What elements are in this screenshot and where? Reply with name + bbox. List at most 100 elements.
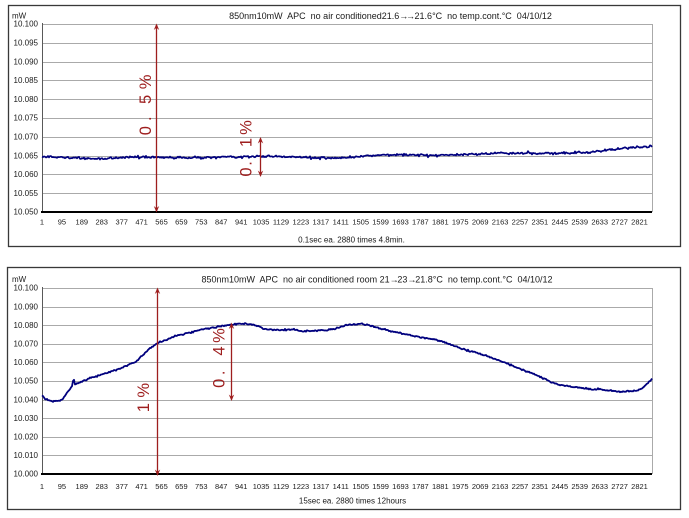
svg-text:10.020: 10.020 bbox=[14, 433, 39, 442]
svg-text:10.090: 10.090 bbox=[14, 302, 39, 311]
svg-text:2633: 2633 bbox=[591, 218, 608, 227]
svg-text:1693: 1693 bbox=[392, 482, 409, 491]
svg-text:%: % bbox=[211, 328, 229, 343]
svg-text:1: 1 bbox=[135, 403, 153, 412]
svg-text:2069: 2069 bbox=[472, 482, 489, 491]
svg-text:283: 283 bbox=[95, 482, 108, 491]
svg-text:2539: 2539 bbox=[571, 482, 588, 491]
svg-text:2633: 2633 bbox=[591, 482, 608, 491]
svg-text:.: . bbox=[211, 371, 229, 376]
svg-text:377: 377 bbox=[115, 218, 128, 227]
svg-text:2351: 2351 bbox=[532, 218, 549, 227]
svg-text:10.075: 10.075 bbox=[14, 114, 39, 123]
svg-text:1975: 1975 bbox=[452, 218, 469, 227]
svg-text:1881: 1881 bbox=[432, 482, 449, 491]
svg-text:1: 1 bbox=[40, 482, 44, 491]
svg-text:1035: 1035 bbox=[253, 218, 270, 227]
svg-text:10.040: 10.040 bbox=[14, 395, 39, 404]
svg-text:1317: 1317 bbox=[312, 482, 329, 491]
svg-text:10.065: 10.065 bbox=[14, 151, 39, 160]
svg-text:2539: 2539 bbox=[571, 218, 588, 227]
svg-text:95: 95 bbox=[58, 218, 66, 227]
svg-text:2727: 2727 bbox=[611, 482, 628, 491]
svg-text:10.060: 10.060 bbox=[14, 170, 39, 179]
svg-text:mW: mW bbox=[12, 12, 27, 21]
svg-text:10.010: 10.010 bbox=[14, 451, 39, 460]
svg-text:659: 659 bbox=[175, 218, 188, 227]
svg-text:mW: mW bbox=[12, 275, 27, 284]
svg-text:10.085: 10.085 bbox=[14, 76, 39, 85]
svg-text:2821: 2821 bbox=[631, 218, 648, 227]
svg-text:1505: 1505 bbox=[352, 218, 369, 227]
svg-text:10.090: 10.090 bbox=[14, 57, 39, 66]
svg-text:753: 753 bbox=[195, 482, 208, 491]
svg-text:1: 1 bbox=[40, 218, 44, 227]
svg-text:1599: 1599 bbox=[372, 482, 389, 491]
svg-text:1223: 1223 bbox=[293, 218, 310, 227]
svg-text:377: 377 bbox=[115, 482, 128, 491]
svg-text:471: 471 bbox=[135, 482, 148, 491]
svg-text:95: 95 bbox=[58, 482, 66, 491]
svg-text:941: 941 bbox=[235, 218, 248, 227]
svg-text:15sec ea. 2880 times 12hours: 15sec ea. 2880 times 12hours bbox=[299, 497, 406, 506]
svg-text:10.070: 10.070 bbox=[14, 133, 39, 142]
svg-text:1317: 1317 bbox=[312, 218, 329, 227]
svg-text:1881: 1881 bbox=[432, 218, 449, 227]
svg-text:%: % bbox=[238, 120, 256, 135]
svg-text:1129: 1129 bbox=[273, 482, 289, 491]
svg-text:4: 4 bbox=[211, 346, 229, 355]
svg-text:2069: 2069 bbox=[472, 218, 489, 227]
svg-text:0: 0 bbox=[137, 126, 155, 135]
svg-text:10.080: 10.080 bbox=[14, 95, 39, 104]
svg-text:1: 1 bbox=[238, 138, 256, 147]
svg-text:659: 659 bbox=[175, 482, 188, 491]
svg-text:1975: 1975 bbox=[452, 482, 469, 491]
svg-text:2257: 2257 bbox=[512, 482, 529, 491]
svg-text:189: 189 bbox=[76, 482, 89, 491]
svg-text:10.095: 10.095 bbox=[14, 39, 39, 48]
svg-text:10.055: 10.055 bbox=[14, 189, 39, 198]
svg-text:189: 189 bbox=[76, 218, 89, 227]
svg-text:850nm10mW APC no air conditi: 850nm10mW APC no air conditioned room 21… bbox=[201, 275, 552, 285]
svg-text:10.030: 10.030 bbox=[14, 414, 39, 423]
svg-text:10.050: 10.050 bbox=[14, 377, 39, 386]
svg-text:2821: 2821 bbox=[631, 482, 648, 491]
svg-text:2257: 2257 bbox=[512, 218, 529, 227]
svg-text:1599: 1599 bbox=[372, 218, 389, 227]
svg-text:10.060: 10.060 bbox=[14, 358, 39, 367]
svg-text:.: . bbox=[238, 161, 256, 166]
svg-text:1693: 1693 bbox=[392, 218, 409, 227]
svg-text:10.070: 10.070 bbox=[14, 340, 39, 349]
svg-text:%: % bbox=[137, 74, 155, 89]
svg-text:2445: 2445 bbox=[551, 218, 568, 227]
svg-text:10.000: 10.000 bbox=[14, 470, 39, 479]
svg-text:10.080: 10.080 bbox=[14, 321, 39, 330]
svg-text:847: 847 bbox=[215, 482, 228, 491]
svg-text:0: 0 bbox=[238, 167, 256, 176]
svg-text:0: 0 bbox=[211, 379, 229, 388]
svg-text:5: 5 bbox=[137, 95, 155, 104]
svg-text:1129: 1129 bbox=[273, 218, 289, 227]
svg-text:471: 471 bbox=[135, 218, 148, 227]
svg-text:565: 565 bbox=[155, 482, 168, 491]
svg-text:283: 283 bbox=[95, 218, 108, 227]
svg-text:1035: 1035 bbox=[253, 482, 270, 491]
svg-text:1411: 1411 bbox=[333, 218, 349, 227]
svg-text:2163: 2163 bbox=[492, 218, 509, 227]
svg-text:1505: 1505 bbox=[352, 482, 369, 491]
svg-text:.: . bbox=[137, 116, 155, 121]
svg-text:10.050: 10.050 bbox=[14, 208, 39, 217]
svg-text:%: % bbox=[135, 383, 153, 398]
svg-text:941: 941 bbox=[235, 482, 248, 491]
svg-text:1411: 1411 bbox=[333, 482, 349, 491]
svg-text:1787: 1787 bbox=[412, 482, 429, 491]
svg-text:850nm10mW APC no air conditi: 850nm10mW APC no air conditioned21.6→→21… bbox=[229, 11, 552, 21]
svg-text:1787: 1787 bbox=[412, 218, 429, 227]
svg-text:2351: 2351 bbox=[532, 482, 549, 491]
svg-text:0.1sec ea. 2880 times 4.8min.: 0.1sec ea. 2880 times 4.8min. bbox=[298, 236, 405, 245]
svg-text:2727: 2727 bbox=[611, 218, 628, 227]
svg-text:847: 847 bbox=[215, 218, 228, 227]
svg-text:2163: 2163 bbox=[492, 482, 509, 491]
svg-text:2445: 2445 bbox=[551, 482, 568, 491]
svg-text:565: 565 bbox=[155, 218, 168, 227]
